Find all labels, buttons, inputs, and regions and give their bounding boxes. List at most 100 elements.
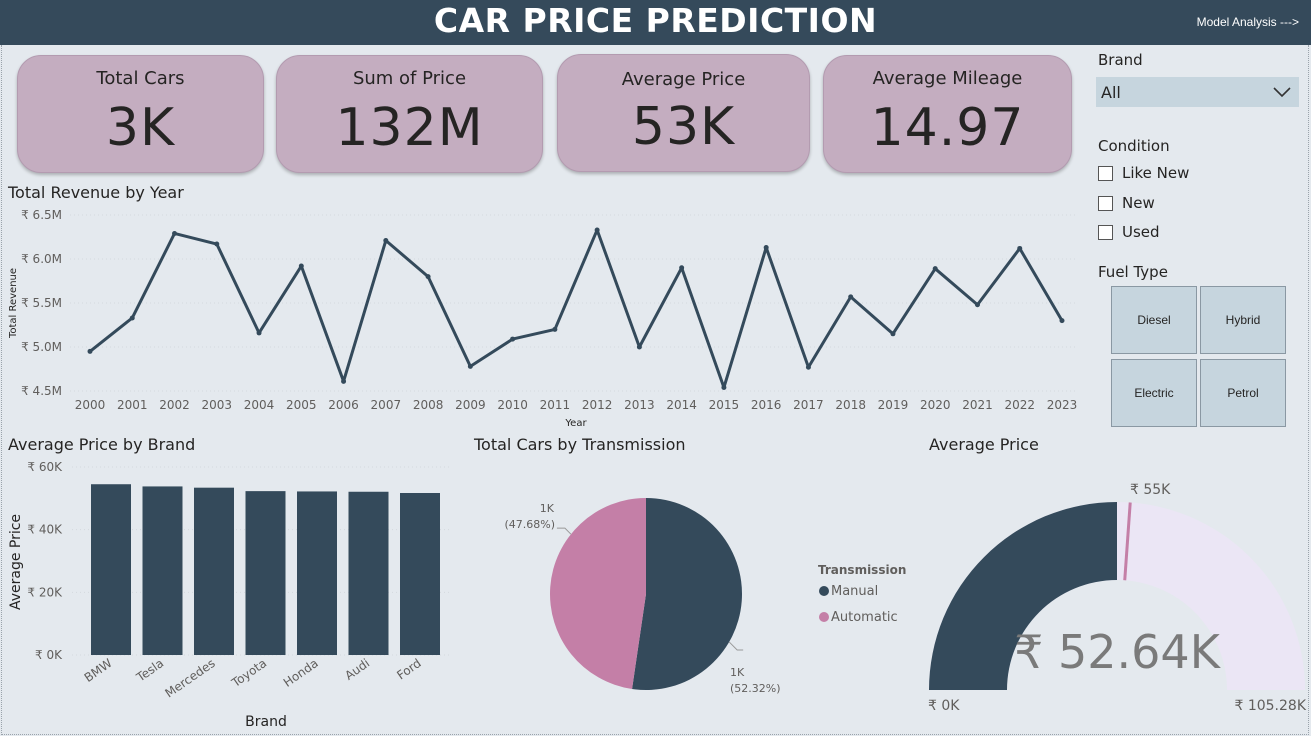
kpi-label: Average Mileage: [872, 68, 1023, 89]
data-point-2006: [341, 378, 347, 384]
data-point-2005: [298, 263, 304, 269]
pie-data-label: (52.32%): [730, 682, 781, 695]
gauge-min-label: ₹ 0K: [928, 698, 960, 714]
kpi-value: 132M: [335, 98, 484, 158]
bar-toyota: [245, 491, 286, 655]
fuel-slicer-title: Fuel Type: [1098, 263, 1168, 281]
fuel-tile-electric[interactable]: Electric: [1111, 359, 1197, 427]
x-tick-label: Tesla: [133, 656, 166, 685]
gauge-target-marker: [1123, 502, 1132, 581]
x-tick-label: 2013: [624, 398, 655, 412]
kpi-label: Sum of Price: [352, 68, 467, 89]
x-tick-label: 2007: [371, 398, 402, 412]
data-point-2023: [1059, 318, 1065, 324]
gauge-title: Average Price: [929, 435, 1039, 454]
y-tick-label: ₹ 5.5M: [21, 296, 62, 310]
checkbox[interactable]: [1098, 225, 1113, 240]
revenue-series-line: [89, 228, 1064, 389]
x-tick-label: 2001: [117, 398, 148, 412]
x-tick-label: 2002: [159, 398, 190, 412]
y-axis-title: Total Revenue: [8, 268, 19, 339]
checkbox[interactable]: [1098, 166, 1113, 181]
data-point-2013: [636, 344, 642, 350]
bar-tesla: [142, 486, 183, 655]
data-point-2018: [848, 294, 854, 300]
data-point-2001: [129, 315, 135, 321]
x-tick-label: 2014: [666, 398, 697, 412]
gauge-value-arc: [929, 502, 1117, 690]
kpi-card-average-price: Average Price 53K: [557, 54, 810, 172]
brand-dropdown-value: All: [1101, 83, 1121, 102]
x-tick-label: Honda: [281, 656, 321, 690]
bar-mercedes: [194, 487, 234, 655]
x-tick-label: 2000: [75, 398, 106, 412]
data-point-2014: [679, 265, 685, 271]
x-tick-label: 2018: [835, 398, 866, 412]
condition-slicer-title: Condition: [1098, 137, 1170, 155]
gauge-max-label: ₹ 105.28K: [1234, 698, 1306, 714]
legend-title: Transmission: [818, 563, 906, 577]
condition-option-label: New: [1122, 194, 1155, 212]
legend-marker-manual: [819, 586, 829, 596]
model-analysis-link[interactable]: Model Analysis --->: [1196, 15, 1299, 29]
average-price-gauge: ₹ 55K ₹ 52.64K ₹ 0K ₹ 105.28K: [928, 482, 1307, 714]
x-axis-title: Year: [564, 418, 587, 429]
x-tick-label: 2017: [793, 398, 824, 412]
x-tick-label: 2005: [286, 398, 317, 412]
data-point-2000: [87, 348, 93, 354]
data-point-2021: [974, 302, 980, 308]
page-title: CAR PRICE PREDICTION: [433, 1, 878, 40]
y-axis-title: Average Price: [8, 514, 24, 610]
fuel-tile-diesel[interactable]: Diesel: [1111, 286, 1197, 354]
x-tick-label: 2011: [540, 398, 571, 412]
x-axis-title: Brand: [245, 714, 287, 730]
x-tick-label: Ford: [394, 656, 423, 682]
kpi-label: Average Price: [621, 69, 746, 90]
checkbox[interactable]: [1098, 196, 1113, 211]
pie-data-label: 1K: [540, 502, 555, 515]
x-tick-label: 2015: [709, 398, 740, 412]
x-tick-label: Toyota: [228, 656, 269, 690]
pie-data-label: 1K: [730, 666, 745, 679]
revenue-line-chart: ₹ 6.5M ₹ 6.0M ₹ 5.5M ₹ 5.0M ₹ 4.5M 2000 2001 20…: [8, 208, 1078, 429]
data-point-2019: [890, 331, 896, 337]
data-point-2009: [467, 363, 473, 369]
kpi-value: 3K: [105, 98, 176, 158]
fuel-tile-petrol[interactable]: Petrol: [1200, 359, 1286, 427]
header-bar: CAR PRICE PREDICTION Model Analysis --->: [0, 0, 1311, 45]
fuel-tile-hybrid[interactable]: Hybrid: [1200, 286, 1286, 354]
bar-bmw: [91, 484, 131, 655]
y-tick-label: ₹ 5.0M: [21, 340, 62, 354]
x-tick-label: 2003: [202, 398, 233, 412]
kpi-card-sum-of-price: Sum of Price 132M: [276, 55, 543, 173]
y-tick-label: ₹ 20K: [27, 585, 63, 599]
x-tick-label: 2016: [751, 398, 782, 412]
data-point-2010: [510, 336, 516, 342]
x-tick-label: 2023: [1047, 398, 1078, 412]
x-tick-label: 2020: [920, 398, 951, 412]
brand-chart-title: Average Price by Brand: [8, 435, 196, 454]
bar-honda: [297, 491, 337, 655]
condition-option-label: Like New: [1122, 164, 1190, 182]
data-point-2004: [256, 330, 262, 336]
y-tick-label: ₹ 40K: [27, 523, 63, 537]
brand-dropdown[interactable]: All: [1096, 77, 1299, 107]
x-tick-label: 2004: [244, 398, 275, 412]
legend-label-automatic: Automatic: [831, 610, 898, 625]
data-point-2008: [425, 274, 431, 280]
brand-slicer-title: Brand: [1098, 51, 1143, 69]
data-point-2003: [214, 241, 220, 247]
x-tick-label: 2012: [582, 398, 613, 412]
x-tick-label: 2009: [455, 398, 486, 412]
bar-audi: [348, 491, 389, 655]
x-tick-label: Audi: [342, 656, 372, 683]
y-tick-label: ₹ 6.0M: [21, 252, 62, 266]
x-tick-label: 2021: [962, 398, 993, 412]
pie-leader-line: [556, 527, 572, 535]
x-tick-label: 2008: [413, 398, 444, 412]
chevron-down-icon: [1273, 87, 1291, 98]
kpi-label: Total Cars: [96, 68, 185, 89]
legend-label-manual: Manual: [831, 584, 878, 599]
